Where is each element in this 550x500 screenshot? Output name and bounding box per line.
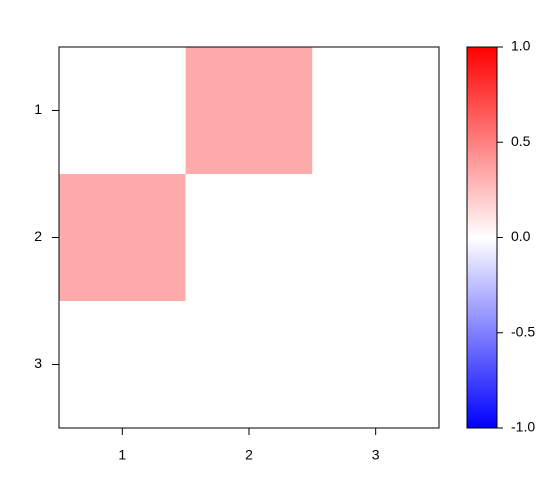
heatmap-cell xyxy=(312,174,439,301)
y-tick-label: 3 xyxy=(34,355,42,371)
heatmap-cell xyxy=(59,47,186,174)
heatmap-cell xyxy=(312,47,439,174)
colorbar-tick-label: 1.0 xyxy=(511,38,531,54)
y-tick-label: 1 xyxy=(34,101,42,117)
heatmap-cell xyxy=(312,301,439,428)
x-tick-label: 3 xyxy=(372,447,380,463)
heatmap-cell xyxy=(59,174,186,301)
colorbar-tick-label: 0.0 xyxy=(511,228,531,244)
colorbar-tick-label: -1.0 xyxy=(511,419,535,435)
heatmap-cell xyxy=(185,47,313,174)
colorbar-tick-label: -0.5 xyxy=(511,323,535,339)
heatmap-cell xyxy=(185,174,313,301)
colorbar xyxy=(466,46,498,429)
heatmap-cell xyxy=(185,301,313,428)
colorbar-tick-label: 0.5 xyxy=(511,133,531,149)
y-tick-label: 2 xyxy=(34,228,42,244)
x-tick-label: 1 xyxy=(118,447,126,463)
heatmap-cell xyxy=(59,301,186,428)
x-tick-label: 2 xyxy=(245,447,253,463)
